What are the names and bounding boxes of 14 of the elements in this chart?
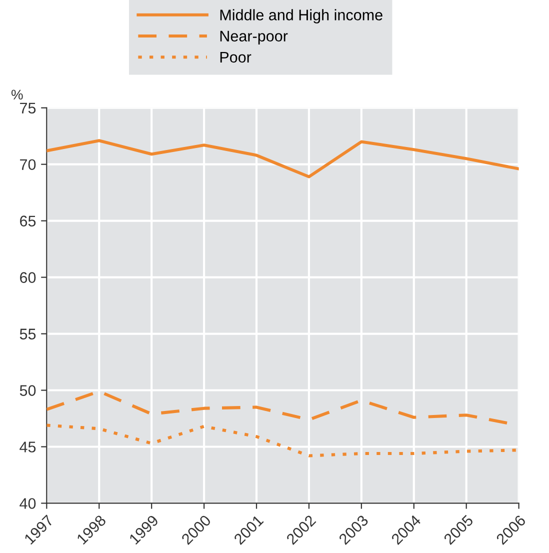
y-tick-label: 50 [20,385,36,396]
y-tick-label: 60 [20,272,36,283]
line-series [46,424,519,458]
line-series [46,139,519,178]
y-tick-label: 45 [20,442,36,452]
y-tick-label: 65 [20,216,36,226]
y-tick-label: 70 [20,159,36,170]
y-tick-label: 75 [20,102,36,114]
legend-label: Poor [220,52,252,63]
y-axis-title: % [11,90,23,100]
legend-label: Middle and High income [220,9,382,24]
y-tick-label: 40 [20,498,36,509]
legend-label: Near-poor [220,30,288,45]
y-tick-label: 55 [20,328,36,340]
